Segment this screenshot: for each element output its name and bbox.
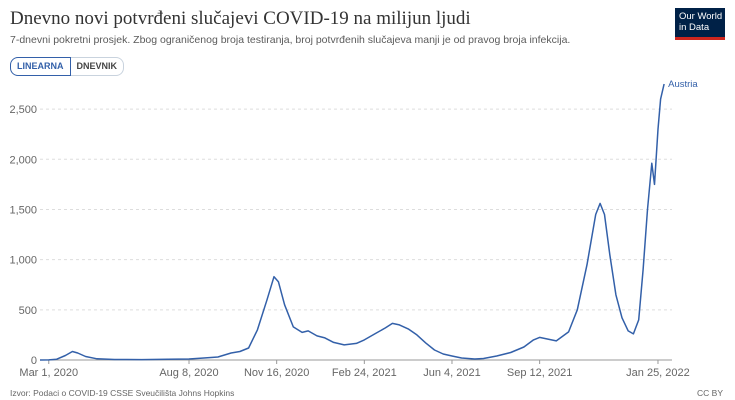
- x-tick-label: Feb 24, 2021: [332, 367, 397, 379]
- grid-lines: [40, 108, 672, 361]
- series-label: Austria: [668, 79, 698, 90]
- owid-logo[interactable]: Our World in Data: [675, 8, 725, 40]
- x-tick-label: Sep 12, 2021: [507, 367, 572, 379]
- y-tick-label: 2,500: [9, 104, 37, 116]
- source-note: Izvor: Podaci o COVID-19 CSSE Sveučilišt…: [10, 388, 235, 398]
- logo-line-1: Our World: [679, 11, 723, 22]
- x-tick-label: Jan 25, 2022: [626, 367, 690, 379]
- y-tick-label: 2,000: [9, 154, 37, 166]
- chart-subtitle: 7-dnevni pokretni prosjek. Zbog ograniče…: [10, 34, 571, 46]
- line-chart: 0 500 1,000 1,500 2,000 2,500 Mar 1, 2020 Aug …: [9, 79, 698, 379]
- y-axis: 0 500 1,000 1,500 2,000 2,500: [9, 104, 37, 367]
- x-tick-label: Mar 1, 2020: [19, 367, 78, 379]
- tab-linear[interactable]: LINEARNA: [10, 57, 71, 76]
- logo-line-2: in Data: [679, 22, 710, 33]
- y-tick-label: 1,000: [9, 255, 37, 267]
- tab-log[interactable]: DNEVNIK: [70, 57, 125, 76]
- x-tick-label: Nov 16, 2020: [244, 367, 309, 379]
- series-line-austria[interactable]: [39, 83, 665, 361]
- chart-title: Dnevno novi potvrđeni slučajevi COVID-19…: [10, 8, 471, 29]
- x-tick-label: Jun 4, 2021: [423, 367, 481, 379]
- scale-toggle: LINEARNA DNEVNIK: [10, 57, 125, 76]
- y-tick-label: 1,500: [9, 204, 37, 216]
- license-link[interactable]: CC BY: [697, 388, 723, 398]
- x-axis: Mar 1, 2020 Aug 8, 2020 Nov 16, 2020 Feb 24…: [19, 360, 690, 379]
- y-tick-label: 0: [31, 355, 37, 367]
- y-tick-label: 500: [19, 305, 37, 317]
- series-layer: Austria: [39, 79, 698, 361]
- x-tick-label: Aug 8, 2020: [159, 367, 218, 379]
